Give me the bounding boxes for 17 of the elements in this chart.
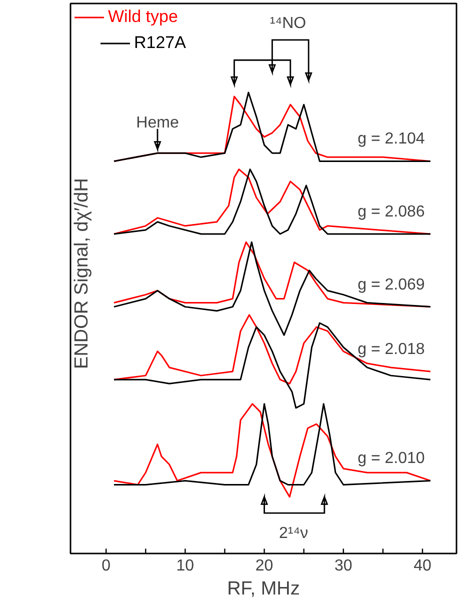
annotation: g = 2.018 (358, 341, 425, 358)
text: ¹⁴NO (270, 15, 306, 32)
annotation: g = 2.104 (358, 130, 425, 148)
x-tick-label: 40 (414, 558, 432, 574)
annotation: g = 2.069 (358, 276, 425, 294)
x-tick-label: 20 (255, 558, 274, 574)
legend-label: Wild type (108, 7, 178, 27)
text: 2¹⁴ν (279, 524, 308, 542)
annotation: g = 2.086 (358, 204, 425, 221)
annotation: Heme (136, 114, 179, 132)
legend-label: R127A (134, 33, 186, 53)
y-axis-title: ENDOR Signal, dχ′/dH (72, 178, 92, 369)
x-tick-label: 10 (176, 558, 194, 574)
annotation: g = 2.010 (358, 450, 425, 468)
x-tick-label: 0 (102, 558, 111, 574)
x-axis-title: RF, MHz (227, 578, 300, 600)
x-tick-label: 30 (334, 558, 352, 574)
